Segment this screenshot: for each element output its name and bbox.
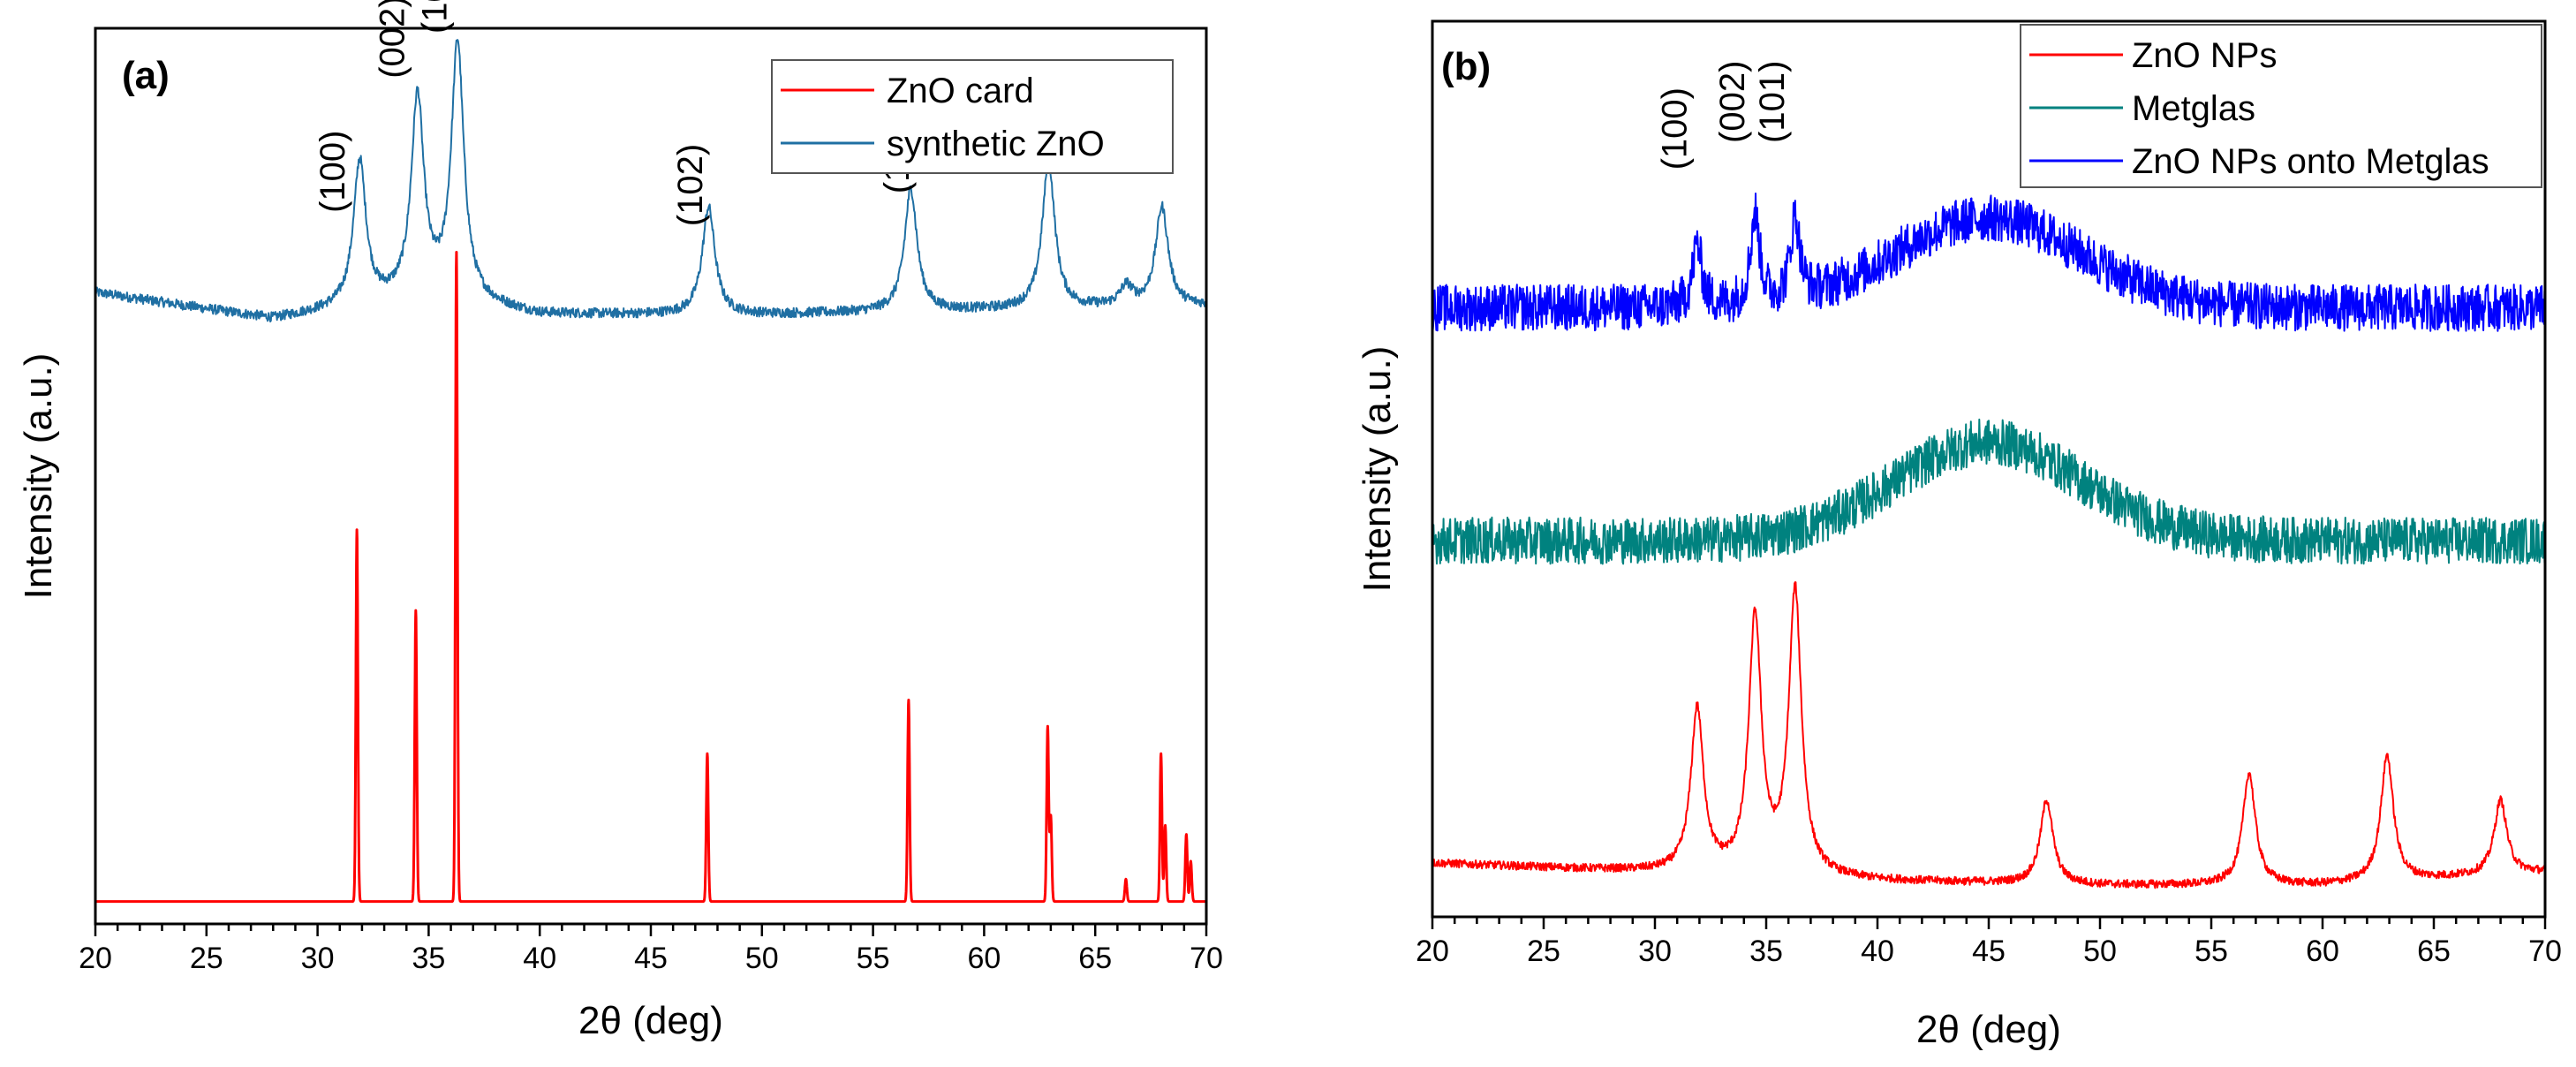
panel-a-xtick-label-60: 60 [967, 942, 1001, 975]
panel-a-xaxis: 20 25 30 35 40 45 50 55 60 65 70 [79, 924, 1223, 975]
panel-b-xtick-label-50: 50 [2083, 935, 2117, 968]
panel-b-series-metglas [1432, 418, 2546, 565]
panel-b-xtick-label-70: 70 [2528, 935, 2562, 968]
panel-b-xtick-label-20: 20 [1416, 935, 1449, 968]
panel-a: 20 25 30 35 40 45 50 55 60 65 70 (a) 2θ (deg) Inte… [17, 0, 1223, 1042]
panel-a-series-synthetic-zno [94, 39, 1207, 323]
panel-b-annotation-002: (002) [1713, 61, 1752, 143]
panel-a-xtick-label-35: 35 [412, 942, 445, 975]
panel-b-annotation-101: (101) [1753, 61, 1792, 143]
panel-b-xtick-label-45: 45 [1972, 935, 2006, 968]
panel-b-xtick-label-30: 30 [1638, 935, 1672, 968]
panel-a-xtick-label-50: 50 [745, 942, 779, 975]
panel-a-xtick-label-40: 40 [523, 942, 556, 975]
panel-a-annotation-002: (002) [374, 0, 412, 79]
panel-b-legend-label-metglas: Metglas [2132, 89, 2255, 128]
panel-b-xlabel: 2θ (deg) [1916, 1008, 2061, 1051]
panel-a-xtick-label-30: 30 [301, 942, 335, 975]
panel-b-xtick-label-35: 35 [1749, 935, 1783, 968]
panel-b-xtick-label-55: 55 [2195, 935, 2228, 968]
panel-b-series-zno-nps [1432, 581, 2546, 889]
panel-a-xtick-label-45: 45 [634, 942, 668, 975]
panel-a-xtick-label-55: 55 [857, 942, 890, 975]
panel-a-annotation-100: (100) [314, 131, 352, 213]
panel-b-xtick-label-25: 25 [1527, 935, 1560, 968]
panel-b: 20 25 30 35 40 45 50 55 60 65 70 (b) 2θ (deg) Inte… [1356, 19, 2562, 1051]
panel-a-xlabel: 2θ (deg) [578, 999, 723, 1042]
panel-a-series-zno-card [94, 251, 1208, 904]
panel-b-xtick-label-65: 65 [2417, 935, 2451, 968]
panel-b-xtick-label-40: 40 [1861, 935, 1894, 968]
panel-a-xtick-label-20: 20 [79, 942, 112, 975]
panel-a-legend-label-synthetic-zno: synthetic ZnO [887, 125, 1105, 163]
panel-a-annotation-101: (101) [416, 0, 455, 34]
panel-b-annotation-100: (100) [1655, 87, 1694, 170]
panel-b-legend-label-zno-nps-onto-metglas: ZnO NPs onto Metglas [2132, 142, 2489, 181]
panel-a-legend: ZnO card synthetic ZnO [771, 59, 1174, 174]
panel-b-legend: ZnO NPs Metglas ZnO NPs onto Metglas [2020, 24, 2542, 188]
panel-a-label: (a) [122, 54, 170, 97]
panel-a-annotation-102: (102) [671, 144, 710, 226]
panel-b-plot [1432, 193, 2546, 889]
panel-b-label: (b) [1441, 45, 1491, 88]
panel-b-xaxis: 20 25 30 35 40 45 50 55 60 65 70 [1416, 917, 2562, 968]
panel-a-xtick-label-65: 65 [1078, 942, 1112, 975]
panel-b-xtick-label-60: 60 [2306, 935, 2339, 968]
panel-b-ylabel: Intensity (a.u.) [1356, 346, 1399, 593]
panel-b-series-zno-nps-onto-metglas [1432, 193, 2546, 332]
panel-a-xtick-label-25: 25 [190, 942, 223, 975]
panel-a-legend-label-zno-card: ZnO card [887, 72, 1034, 110]
panel-a-ylabel: Intensity (a.u.) [17, 353, 60, 600]
panel-a-legend-box [771, 59, 1174, 174]
panel-a-xtick-label-70: 70 [1190, 942, 1223, 975]
panel-b-annotations: (100) (002) (101) [1655, 61, 1792, 170]
panel-a-plot [94, 39, 1208, 904]
panel-b-legend-label-zno-nps: ZnO NPs [2132, 36, 2277, 75]
